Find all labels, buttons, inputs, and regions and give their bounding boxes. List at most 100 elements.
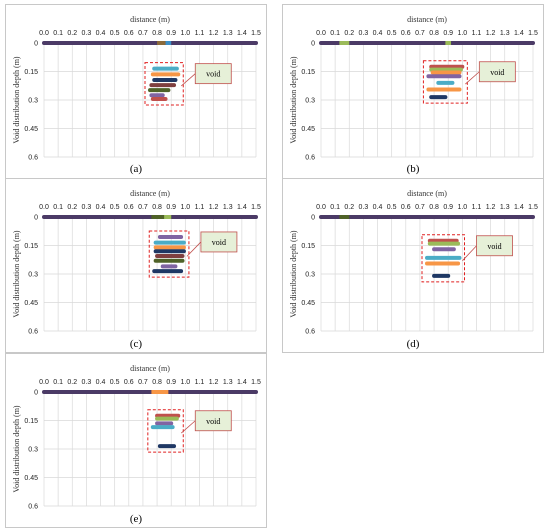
x-tick-label: 0.0 xyxy=(39,379,49,386)
chart-panel-d: distance (m) 0.0 0.1 0.2 0.3 0.4 0.5 0.6 0.7 0.8 0… xyxy=(282,178,544,353)
x-tick-label: 1.1 xyxy=(195,30,205,37)
y-tick-label: 0.15 xyxy=(24,243,38,250)
x-tick-label: 1.1 xyxy=(195,204,205,211)
x-tick-label: 0.5 xyxy=(110,379,120,386)
x-tick-label: 1.2 xyxy=(209,379,219,386)
x-tick-label: 0.1 xyxy=(53,30,63,37)
panel-label-a: (a) xyxy=(129,163,143,175)
void-region-box xyxy=(144,62,184,106)
x-tick-label: 0.3 xyxy=(82,379,92,386)
x-tick-label: 1.4 xyxy=(514,30,524,37)
y-tick-label: 0.3 xyxy=(28,447,38,454)
x-tick-label: 1.0 xyxy=(457,30,467,37)
x-tick-label: 0.7 xyxy=(138,30,148,37)
x-tick-label: 1.1 xyxy=(195,379,205,386)
x-tick-label: 0.6 xyxy=(124,30,134,37)
x-tick-label: 0.0 xyxy=(316,30,326,37)
x-tick-label: 1.4 xyxy=(237,379,247,386)
x-tick-label: 1.3 xyxy=(223,204,233,211)
callout-leader xyxy=(462,245,477,261)
x-axis-title: distance (m) xyxy=(407,189,447,198)
y-tick-label: 0.3 xyxy=(28,272,38,279)
chart-svg-a: distance (m) 0.0 0.1 0.2 0.3 0.4 0.5 0.6 0.7 0.8 0… xyxy=(12,15,261,162)
callout-leader xyxy=(465,71,480,85)
x-tick-label: 0.9 xyxy=(166,379,176,386)
y-tick-label: 0 xyxy=(311,215,315,222)
x-tick-label: 0.9 xyxy=(443,30,453,37)
x-tick-label: 1.2 xyxy=(209,30,219,37)
chart-panel-b: distance (m) 0.0 0.1 0.2 0.3 0.4 0.5 0.6 0.7 0.8 0… xyxy=(282,4,544,179)
y-axis-title: Void distribution depth (m) xyxy=(289,56,298,144)
x-tick-label: 0.4 xyxy=(96,379,106,386)
x-tick-label: 0.2 xyxy=(67,30,77,37)
x-axis-title: distance (m) xyxy=(130,15,170,24)
void-callout-box xyxy=(478,61,516,83)
chart-panel-c: distance (m) 0.0 0.1 0.2 0.3 0.4 0.5 0.6 0.7 0.8 0… xyxy=(5,178,267,353)
y-tick-label: 0.3 xyxy=(305,98,315,105)
x-tick-label: 0.8 xyxy=(429,204,439,211)
void-callout-box xyxy=(200,231,238,253)
y-tick-label: 0 xyxy=(34,390,38,397)
x-tick-label: 0.2 xyxy=(67,379,77,386)
x-tick-label: 0.3 xyxy=(359,30,369,37)
x-tick-label: 1.5 xyxy=(251,379,261,386)
chart-panel-e: distance (m) 0.0 0.1 0.2 0.3 0.4 0.5 0.6 0.7 0.8 0… xyxy=(5,353,267,528)
x-tick-label: 0.0 xyxy=(39,30,49,37)
x-tick-label: 0.4 xyxy=(373,204,383,211)
x-tick-label: 0.4 xyxy=(373,30,383,37)
y-tick-label: 0.45 xyxy=(24,126,38,133)
y-tick-label: 0.15 xyxy=(24,418,38,425)
x-tick-label: 1.0 xyxy=(180,379,190,386)
callout-leader xyxy=(181,420,196,434)
x-tick-label: 0.9 xyxy=(166,204,176,211)
x-tick-label: 1.3 xyxy=(223,30,233,37)
x-tick-label: 0.7 xyxy=(138,204,148,211)
x-tick-label: 1.4 xyxy=(237,30,247,37)
x-tick-label: 1.5 xyxy=(251,204,261,211)
void-callout-box xyxy=(476,235,513,257)
x-tick-label: 0.2 xyxy=(67,204,77,211)
panel-label-b: (b) xyxy=(406,163,420,175)
y-tick-label: 0.6 xyxy=(28,504,38,511)
y-tick-label: 0.6 xyxy=(28,155,38,162)
x-tick-label: 1.0 xyxy=(180,204,190,211)
x-tick-label: 0.0 xyxy=(39,204,49,211)
x-tick-label: 0.1 xyxy=(53,204,63,211)
void-callout-label: void xyxy=(206,417,220,426)
x-tick-label: 0.8 xyxy=(152,30,162,37)
panel-label-d: (d) xyxy=(406,338,420,350)
chart-panel-a: distance (m) 0.0 0.1 0.2 0.3 0.4 0.5 0.6 0.7 0.8 0… xyxy=(5,4,267,179)
void-callout-box xyxy=(194,410,232,432)
y-tick-label: 0.15 xyxy=(301,69,315,76)
x-tick-label: 1.3 xyxy=(500,204,510,211)
x-tick-label: 0.4 xyxy=(96,204,106,211)
void-callout-label: void xyxy=(212,238,226,247)
x-tick-label: 0.7 xyxy=(415,204,425,211)
y-tick-label: 0.6 xyxy=(305,155,315,162)
y-tick-label: 0.15 xyxy=(301,243,315,250)
x-tick-label: 0.3 xyxy=(359,204,369,211)
x-tick-label: 1.0 xyxy=(180,30,190,37)
x-tick-label: 1.5 xyxy=(528,204,538,211)
x-tick-label: 1.5 xyxy=(251,30,261,37)
y-tick-label: 0 xyxy=(311,41,315,48)
x-tick-label: 0.8 xyxy=(152,379,162,386)
x-tick-label: 1.2 xyxy=(209,204,219,211)
y-tick-label: 0.15 xyxy=(24,69,38,76)
x-tick-label: 0.4 xyxy=(96,30,106,37)
x-tick-label: 0.6 xyxy=(401,204,411,211)
x-tick-label: 1.2 xyxy=(486,30,496,37)
x-tick-label: 1.5 xyxy=(528,30,538,37)
x-tick-label: 0.1 xyxy=(330,30,340,37)
x-axis-title: distance (m) xyxy=(130,189,170,198)
void-callout-label: void xyxy=(487,242,501,251)
y-tick-label: 0.45 xyxy=(24,475,38,482)
y-tick-label: 0 xyxy=(34,215,38,222)
void-callout-box xyxy=(194,63,232,85)
void-callout-label: void xyxy=(206,70,220,79)
y-axis-title: Void distribution depth (m) xyxy=(12,405,21,493)
void-callout-label: void xyxy=(490,68,504,77)
x-tick-label: 0.0 xyxy=(316,204,326,211)
chart-svg-b: distance (m) 0.0 0.1 0.2 0.3 0.4 0.5 0.6 0.7 0.8 0… xyxy=(289,15,538,162)
x-tick-label: 0.5 xyxy=(387,30,397,37)
